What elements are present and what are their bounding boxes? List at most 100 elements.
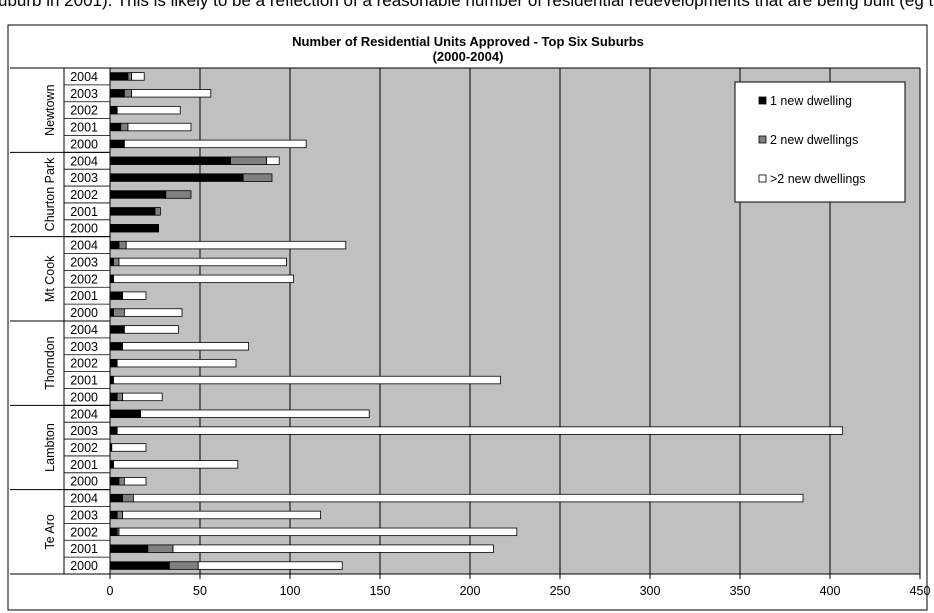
bar-segment-one <box>109 358 118 368</box>
legend-swatch-one <box>758 96 767 105</box>
bar-segment-one <box>109 392 118 402</box>
bar-segment-one <box>109 240 120 250</box>
year-label: 2000 <box>70 475 98 489</box>
bar-segment-one <box>109 173 244 182</box>
bar-segment-more <box>172 544 494 553</box>
x-tick-label: 450 <box>910 584 931 598</box>
bar-segment-two <box>113 308 125 317</box>
legend-label-two: 2 new dwellings <box>770 133 858 147</box>
bar-segment-one <box>109 561 170 570</box>
year-label: 2002 <box>70 525 98 539</box>
bar-segment-one <box>109 139 125 149</box>
year-label: 2002 <box>70 357 98 371</box>
bar-segment-two <box>154 207 161 216</box>
bar-segment-more <box>116 426 844 435</box>
year-label: 2000 <box>70 137 98 151</box>
bar-segment-two <box>116 392 123 402</box>
year-label: 2000 <box>70 222 98 236</box>
bar-segment-more <box>113 460 239 469</box>
year-label: 2001 <box>70 374 98 388</box>
bar-segment-more <box>122 392 163 402</box>
bar-segment-more <box>122 291 147 300</box>
bar-segment-one <box>109 510 118 520</box>
bar-segment-one <box>109 375 114 385</box>
bar-segment-two <box>116 510 123 520</box>
bar-segment-more <box>122 510 321 520</box>
suburb-label: Lambton <box>43 423 57 472</box>
bar-segment-more <box>266 156 280 165</box>
x-tick-label: 150 <box>370 584 391 598</box>
suburb-label: Newtown <box>43 84 57 135</box>
x-tick-label: 300 <box>640 584 661 598</box>
x-tick-label: 350 <box>730 584 751 598</box>
bar-segment-one <box>109 477 120 486</box>
bar-segment-two <box>118 477 125 486</box>
year-label: 2004 <box>70 407 98 421</box>
cut-off-text: uburb in 2001). This is likely to be a r… <box>0 0 934 10</box>
x-tick-label: 100 <box>280 584 301 598</box>
bar-segment-one <box>109 342 123 351</box>
bar-segment-two <box>147 544 174 553</box>
legend-label-one: 1 new dwelling <box>770 94 852 108</box>
legend: 1 new dwelling 2 new dwellings >2 new dwel… <box>734 81 906 203</box>
bar-segment-one <box>109 493 123 503</box>
year-label: 2004 <box>70 239 98 253</box>
bar-segment-one <box>109 156 231 165</box>
bar-segment-more <box>124 325 179 334</box>
bar-segment-two <box>168 561 199 570</box>
year-label: 2002 <box>70 441 98 455</box>
bar-segment-one <box>109 544 149 553</box>
x-tick-label: 200 <box>460 584 481 598</box>
bar-segment-more <box>113 375 501 385</box>
suburb-label: Mt Cook <box>43 255 57 302</box>
bar-segment-more <box>124 477 147 486</box>
bar-segment-one <box>109 257 114 267</box>
chart-title: Number of Residential Units Approved - T… <box>292 34 644 49</box>
bar-segment-two <box>118 240 127 250</box>
bar-segment-one <box>109 207 156 216</box>
year-label: 2004 <box>70 154 98 168</box>
bar-segment-more <box>118 527 518 537</box>
year-label: 2003 <box>70 508 98 522</box>
bar-segment-two <box>242 173 273 182</box>
year-label: 2004 <box>70 70 98 84</box>
bar-segment-one <box>109 308 114 317</box>
year-label: 2003 <box>70 424 98 438</box>
suburb-label: Thorndon <box>43 336 57 390</box>
year-label: 2003 <box>70 340 98 354</box>
bar-segment-more <box>132 493 804 503</box>
bar-segment-one <box>109 122 122 132</box>
year-label: 2001 <box>70 458 98 472</box>
suburb-label: Te Aro <box>43 514 57 549</box>
bar-segment-one <box>109 224 159 233</box>
bar-segment-two <box>127 72 132 81</box>
year-label: 2003 <box>70 171 98 185</box>
bar-segment-two <box>113 257 120 267</box>
year-label: 2004 <box>70 323 98 337</box>
bar-segment-more <box>125 240 347 250</box>
year-label: 2002 <box>70 104 98 118</box>
bar-segment-more <box>111 443 147 452</box>
bar-segment-more <box>122 342 249 351</box>
bar-segment-one <box>109 460 114 469</box>
bar-segment-one <box>109 325 125 334</box>
bar-segment-more <box>197 561 343 570</box>
category-axis: 2004 2003 2002 2001 2000 2004 2003 2002 2001 2000… <box>10 67 921 575</box>
bar-segment-more <box>124 308 183 317</box>
year-label: 2004 <box>70 492 98 506</box>
year-label: 2002 <box>70 272 98 286</box>
bar-segment-one <box>109 190 167 199</box>
bar-segment-one <box>109 527 118 537</box>
bar-segment-two <box>230 156 268 165</box>
year-label: 2001 <box>70 121 98 135</box>
x-tick-label: 0 <box>107 584 114 598</box>
legend-label-more: >2 new dwellings <box>770 172 866 186</box>
bar-segment-two <box>120 122 129 132</box>
legend-swatch-two <box>758 135 767 144</box>
legend-swatch-more <box>758 174 767 183</box>
bar-segment-more <box>116 105 181 115</box>
bar-segment-two <box>122 493 134 503</box>
year-label: 2000 <box>70 559 98 573</box>
